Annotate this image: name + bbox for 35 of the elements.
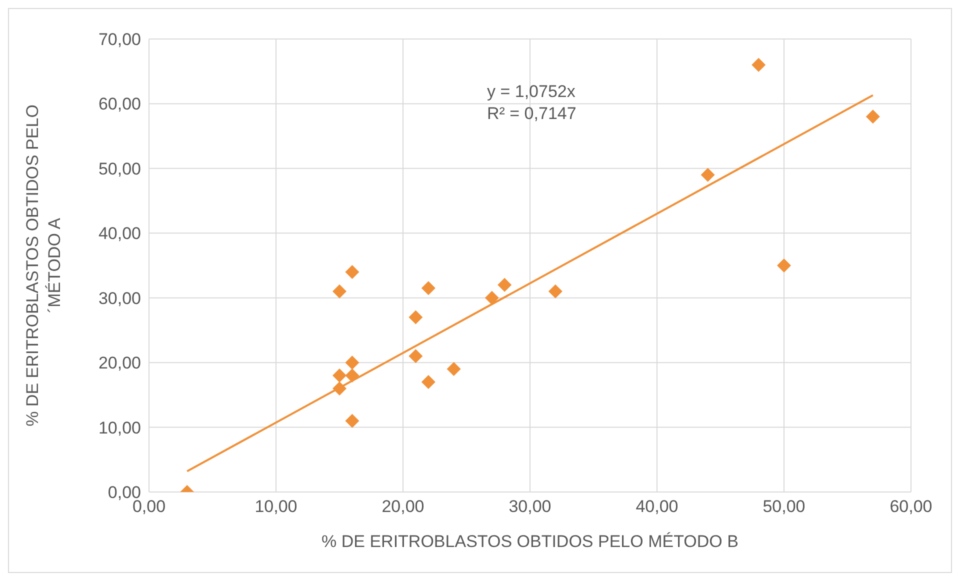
point (446, 362, 461, 376)
point (548, 284, 562, 298)
x-tick-label: 50,00 (762, 497, 806, 516)
x-axis-title: % DE ERITROBLASTOS OBTIDOS PELO MÉTODO B (322, 532, 738, 551)
point (408, 349, 423, 364)
y-tick-label: 10,00 (98, 418, 141, 438)
point (421, 281, 436, 296)
y-tick-label: 70,00 (98, 30, 141, 50)
y-tick-label: 30,00 (98, 288, 141, 308)
point (408, 310, 423, 324)
x-tick-label: 0,00 (132, 497, 166, 516)
x-tick-label: 40,00 (636, 497, 678, 516)
y-tick-label: 50,00 (98, 159, 141, 178)
y-tick-label: 60,00 (98, 94, 141, 114)
point (777, 258, 791, 272)
annotation: R² = 0,7147 (487, 103, 576, 125)
point (498, 278, 512, 292)
annotation: y = 1,0752x (487, 81, 576, 103)
point (345, 264, 360, 279)
point (345, 356, 360, 370)
point (484, 290, 499, 305)
point (866, 110, 880, 124)
y-tick-label: 40,00 (98, 224, 141, 244)
x-tick-label: 20,00 (382, 497, 424, 516)
x-tick-label: 30,00 (508, 497, 552, 516)
point (700, 168, 715, 182)
x-tick-label: 60,00 (890, 497, 932, 516)
point (345, 414, 360, 428)
x-tick-label: 10,00 (254, 497, 298, 516)
point (332, 368, 346, 383)
point (332, 284, 346, 298)
y-tick-label: 20,00 (98, 354, 141, 373)
point (752, 58, 766, 72)
y-axis-title: % DE ERITROBLASTOS OBTIDOS PELO ´MÉTODO A (23, 104, 64, 426)
point (421, 374, 436, 389)
